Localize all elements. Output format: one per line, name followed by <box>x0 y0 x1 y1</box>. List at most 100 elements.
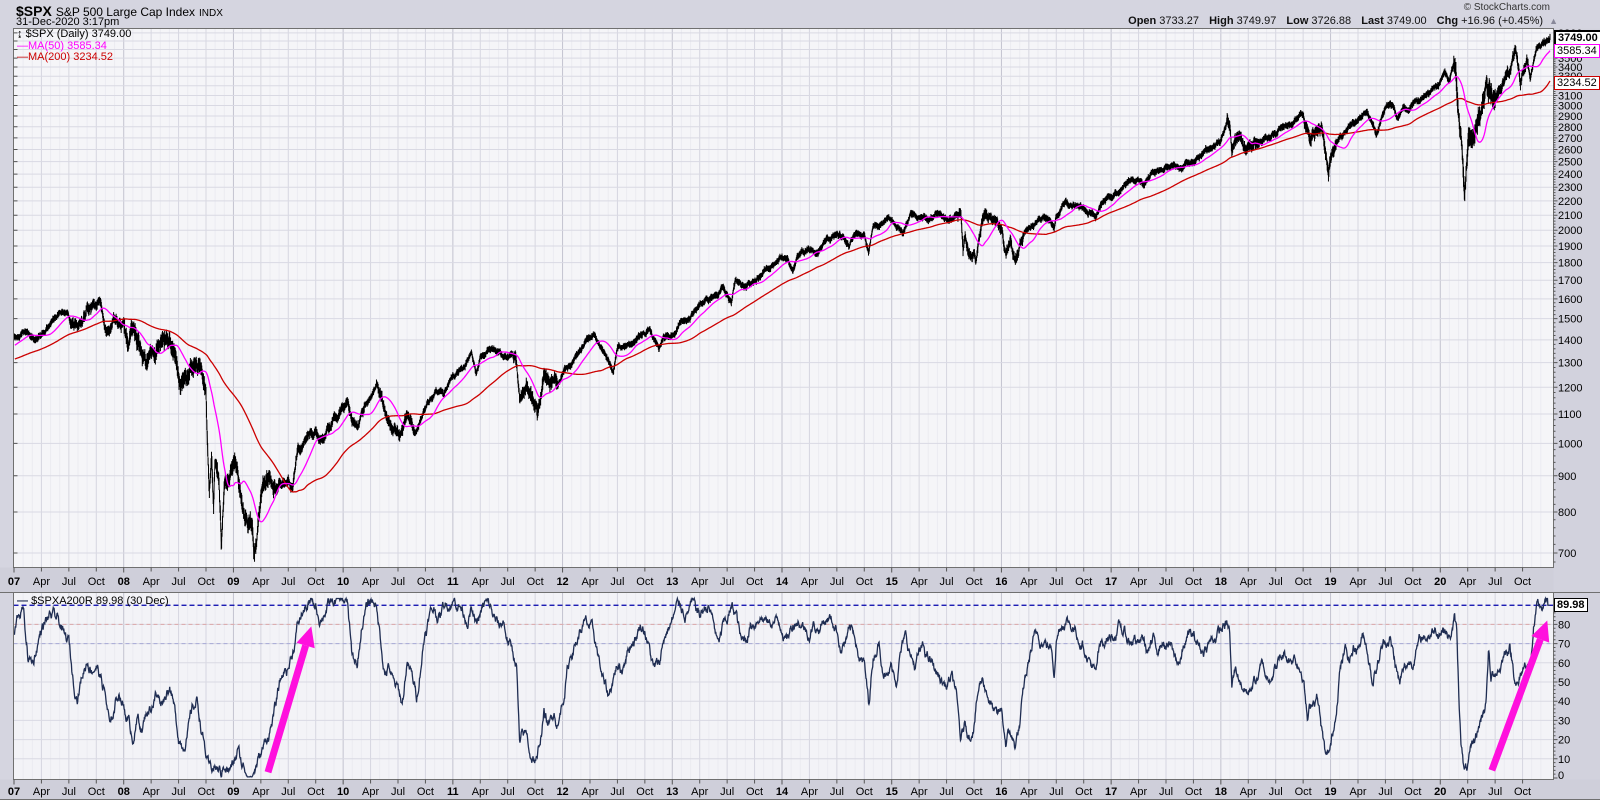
svg-text:17: 17 <box>1105 576 1117 588</box>
svg-text:Apr: Apr <box>472 576 489 588</box>
svg-text:Jul: Jul <box>940 786 954 798</box>
svg-text:Oct: Oct <box>527 576 544 588</box>
svg-text:2500: 2500 <box>1558 157 1582 169</box>
svg-text:2100: 2100 <box>1558 210 1582 222</box>
chart-datetime: 31-Dec-2020 3:17pm <box>16 16 120 28</box>
svg-text:20: 20 <box>1434 576 1446 588</box>
svg-text:Oct: Oct <box>856 786 873 798</box>
svg-text:Oct: Oct <box>636 786 653 798</box>
indicator-legend: — $SPXA200R 89.98 (30 Dec) <box>17 595 169 607</box>
svg-text:50: 50 <box>1558 677 1570 689</box>
svg-text:Oct: Oct <box>1404 786 1421 798</box>
svg-text:Apr: Apr <box>691 576 708 588</box>
svg-text:17: 17 <box>1105 786 1117 798</box>
svg-text:Jul: Jul <box>830 786 844 798</box>
svg-text:19: 19 <box>1324 576 1336 588</box>
svg-text:Oct: Oct <box>856 576 873 588</box>
svg-text:Apr: Apr <box>1130 786 1147 798</box>
svg-text:Oct: Oct <box>197 786 214 798</box>
svg-text:Apr: Apr <box>581 786 598 798</box>
low-value: 3726.88 <box>1311 15 1352 27</box>
svg-text:Apr: Apr <box>911 576 928 588</box>
svg-text:Apr: Apr <box>1130 576 1147 588</box>
svg-text:Apr: Apr <box>691 786 708 798</box>
svg-text:Jul: Jul <box>1159 786 1173 798</box>
svg-text:3100: 3100 <box>1558 90 1582 102</box>
svg-text:16: 16 <box>995 576 1007 588</box>
main-chart-legend: ↨ $SPX (Daily) 3749.00 —MA(50) 3585.34 —… <box>17 28 132 64</box>
svg-text:09: 09 <box>227 576 239 588</box>
svg-text:Oct: Oct <box>965 576 982 588</box>
svg-text:Oct: Oct <box>1075 576 1092 588</box>
svg-text:Oct: Oct <box>1075 786 1092 798</box>
svg-text:Jul: Jul <box>1378 576 1392 588</box>
svg-text:2300: 2300 <box>1558 182 1582 194</box>
svg-text:Jul: Jul <box>391 786 405 798</box>
svg-text:Jul: Jul <box>172 786 186 798</box>
svg-text:Jul: Jul <box>62 786 76 798</box>
svg-text:1600: 1600 <box>1558 294 1582 306</box>
change-up-icon: ▲ <box>1549 16 1558 26</box>
svg-text:08: 08 <box>118 786 130 798</box>
updown-arrow-icon: ↨ <box>17 28 23 40</box>
svg-text:700: 700 <box>1558 548 1576 560</box>
svg-text:1200: 1200 <box>1558 382 1582 394</box>
svg-text:08: 08 <box>118 576 130 588</box>
svg-text:Apr: Apr <box>581 576 598 588</box>
svg-text:Oct: Oct <box>965 786 982 798</box>
svg-text:Jul: Jul <box>281 786 295 798</box>
svg-text:Jul: Jul <box>62 576 76 588</box>
svg-text:09: 09 <box>227 786 239 798</box>
svg-text:Apr: Apr <box>1459 576 1476 588</box>
svg-text:Oct: Oct <box>307 576 324 588</box>
svg-text:Jul: Jul <box>830 576 844 588</box>
svg-text:2700: 2700 <box>1558 133 1582 145</box>
ma200-legend-label: —MA(200) 3234.52 <box>17 51 113 63</box>
svg-text:Oct: Oct <box>417 576 434 588</box>
svg-text:19: 19 <box>1324 786 1336 798</box>
svg-text:Jul: Jul <box>501 576 515 588</box>
symbol-label: $SPX <box>16 3 52 19</box>
svg-text:Oct: Oct <box>1295 576 1312 588</box>
svg-text:16: 16 <box>995 786 1007 798</box>
svg-text:12: 12 <box>556 786 568 798</box>
svg-text:1100: 1100 <box>1558 409 1582 421</box>
svg-text:1900: 1900 <box>1558 241 1582 253</box>
svg-text:20: 20 <box>1558 735 1570 747</box>
svg-text:2900: 2900 <box>1558 111 1582 123</box>
ma50-value-badge: 3585.34 <box>1554 44 1600 58</box>
svg-text:Oct: Oct <box>746 576 763 588</box>
svg-text:Oct: Oct <box>417 786 434 798</box>
svg-text:Jul: Jul <box>281 576 295 588</box>
svg-text:11: 11 <box>447 786 459 798</box>
chart-header: $SPX S&P 500 Large Cap Index INDX <box>16 3 223 21</box>
svg-text:Apr: Apr <box>33 576 50 588</box>
svg-text:Apr: Apr <box>801 576 818 588</box>
svg-text:Jul: Jul <box>1269 576 1283 588</box>
svg-text:1300: 1300 <box>1558 358 1582 370</box>
svg-text:Jul: Jul <box>1049 576 1063 588</box>
symbol-name: S&P 500 Large Cap Index <box>55 5 196 19</box>
svg-text:Apr: Apr <box>362 786 379 798</box>
svg-text:Apr: Apr <box>801 786 818 798</box>
svg-text:3400: 3400 <box>1558 62 1582 74</box>
svg-text:Jul: Jul <box>610 576 624 588</box>
svg-text:Jul: Jul <box>1049 786 1063 798</box>
svg-text:Apr: Apr <box>1020 786 1037 798</box>
svg-text:Apr: Apr <box>1240 576 1257 588</box>
svg-text:Apr: Apr <box>362 576 379 588</box>
svg-text:Oct: Oct <box>88 786 105 798</box>
svg-text:13: 13 <box>666 576 678 588</box>
svg-text:Apr: Apr <box>1020 576 1037 588</box>
ma200-value-badge: 3234.52 <box>1554 76 1600 90</box>
svg-text:Jul: Jul <box>172 576 186 588</box>
svg-text:Apr: Apr <box>1240 786 1257 798</box>
svg-text:Jul: Jul <box>610 786 624 798</box>
svg-text:Jul: Jul <box>391 576 405 588</box>
svg-text:30: 30 <box>1558 715 1570 727</box>
price-legend-label: $SPX (Daily) 3749.00 <box>25 28 132 40</box>
indicator-value-badge: 89.98 <box>1554 598 1588 612</box>
svg-text:800: 800 <box>1558 507 1576 519</box>
